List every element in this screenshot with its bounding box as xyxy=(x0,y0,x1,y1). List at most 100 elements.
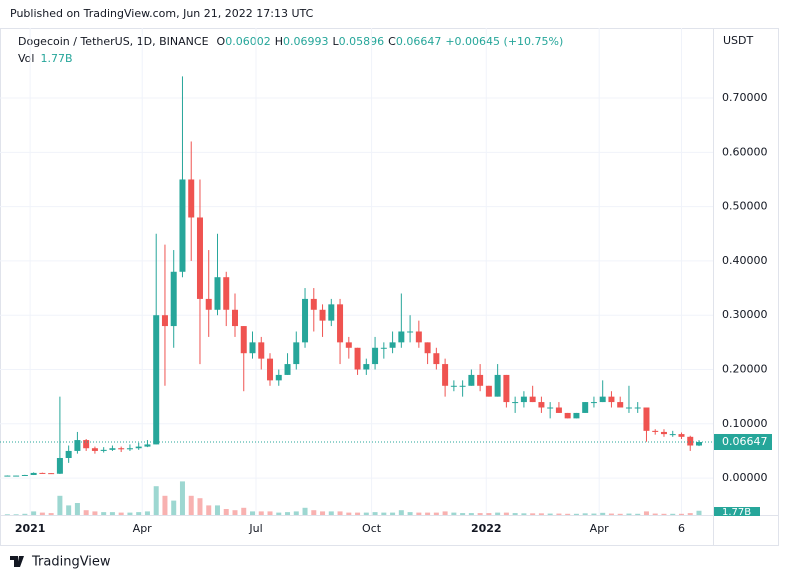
candle-body xyxy=(678,434,685,437)
candle-body xyxy=(389,342,396,348)
volume-bar xyxy=(390,512,396,515)
candle-body xyxy=(512,402,519,404)
candle-body xyxy=(144,444,151,447)
candle-body xyxy=(380,347,387,349)
ohlc-value: 0.05896 xyxy=(339,35,385,48)
candle-body xyxy=(4,475,11,477)
candle-body xyxy=(398,331,405,343)
candle-body xyxy=(599,396,606,403)
volume-bar xyxy=(136,512,142,515)
volume-bar xyxy=(608,513,614,515)
candle-body xyxy=(625,407,632,409)
volume-bar xyxy=(538,513,544,515)
candle-body xyxy=(240,326,247,354)
volume-bar xyxy=(416,512,422,515)
candle-body xyxy=(608,396,615,403)
volume-bar xyxy=(407,512,413,515)
volume-bar xyxy=(109,512,115,515)
volume-bar xyxy=(320,511,326,515)
candle-body xyxy=(135,446,142,449)
volume-bar xyxy=(687,513,693,515)
ohlc-value: 0.06647 xyxy=(396,35,442,48)
volume-bar xyxy=(293,511,299,515)
volume-bar xyxy=(521,513,527,515)
x-tick-label: Oct xyxy=(362,522,382,535)
volume-bar xyxy=(442,511,448,515)
candle-body xyxy=(433,353,440,365)
candle-body xyxy=(48,473,55,475)
last-price-box xyxy=(714,433,772,450)
candle-body xyxy=(205,298,212,310)
volume-bar xyxy=(258,511,264,515)
x-tick-label: Jul xyxy=(248,522,262,535)
candle-body xyxy=(83,440,90,449)
volume-title: Vol xyxy=(18,52,34,65)
volume-bar xyxy=(197,498,203,515)
volume-bar xyxy=(460,513,466,515)
volume-bar xyxy=(635,513,641,515)
candle-body xyxy=(617,402,624,408)
volume-bar xyxy=(451,512,457,515)
candle-body xyxy=(564,412,571,419)
y-tick-label: 0.00000 xyxy=(722,471,768,484)
volume-bar xyxy=(512,513,518,515)
candle-body xyxy=(538,402,545,408)
x-tick-label: Apr xyxy=(133,522,153,535)
volume-bar xyxy=(617,513,623,515)
candle-body xyxy=(337,304,344,343)
brand-name: TradingView xyxy=(31,555,111,570)
volume-bar xyxy=(214,505,220,515)
volume-value: 1.77B xyxy=(40,52,72,65)
volume-bar xyxy=(530,513,536,515)
candle-body xyxy=(363,364,370,370)
y-tick-label: 0.10000 xyxy=(722,417,768,430)
ohlc-label: O xyxy=(217,35,226,48)
candle-body xyxy=(634,407,641,409)
volume-bar xyxy=(372,512,378,515)
ohlc-value: 0.06002 xyxy=(225,35,271,48)
candle-body xyxy=(310,298,317,310)
volume-bar xyxy=(573,513,579,515)
volume-bar xyxy=(232,510,238,515)
volume-bar xyxy=(328,511,334,515)
volume-bar xyxy=(643,511,649,515)
volume-bar xyxy=(486,513,492,515)
candle-body xyxy=(590,402,597,404)
candle-body xyxy=(293,342,300,365)
volume-legend: Vol 1.77B xyxy=(18,52,73,65)
x-tick-label: 2021 xyxy=(15,522,46,535)
candle-body xyxy=(170,271,177,327)
candle-body xyxy=(485,385,492,397)
volume-bar xyxy=(398,510,404,515)
volume-bar xyxy=(39,512,45,515)
volume-box xyxy=(714,507,760,516)
candle-body xyxy=(442,364,449,386)
volume-bar xyxy=(337,511,343,515)
candle-body xyxy=(520,396,527,403)
volume-bar xyxy=(92,511,98,515)
candle-body xyxy=(468,374,475,386)
volume-bar xyxy=(591,513,597,515)
candle-body xyxy=(494,374,501,397)
change: +0.00645 (+10.75%) xyxy=(445,35,563,48)
y-tick-label: 0.30000 xyxy=(722,308,768,321)
candle-body xyxy=(196,217,203,299)
candle-body xyxy=(100,449,107,451)
volume-bar xyxy=(355,512,361,515)
candle-body xyxy=(328,304,335,321)
candle-body xyxy=(424,342,431,354)
candle-body xyxy=(179,179,186,272)
candle-body xyxy=(407,331,414,333)
volume-bar xyxy=(250,511,256,515)
candle-body xyxy=(415,331,422,343)
volume-bar xyxy=(206,505,212,515)
volume-bar xyxy=(495,512,501,515)
candle-body xyxy=(267,358,274,381)
candle-body xyxy=(56,457,63,474)
y-tick-label: 0.50000 xyxy=(722,200,768,213)
volume-bar xyxy=(285,512,291,515)
candle-body xyxy=(223,277,230,310)
ohlc-label: L xyxy=(333,35,340,48)
candle-body xyxy=(660,431,667,435)
volume-bar xyxy=(13,514,19,515)
